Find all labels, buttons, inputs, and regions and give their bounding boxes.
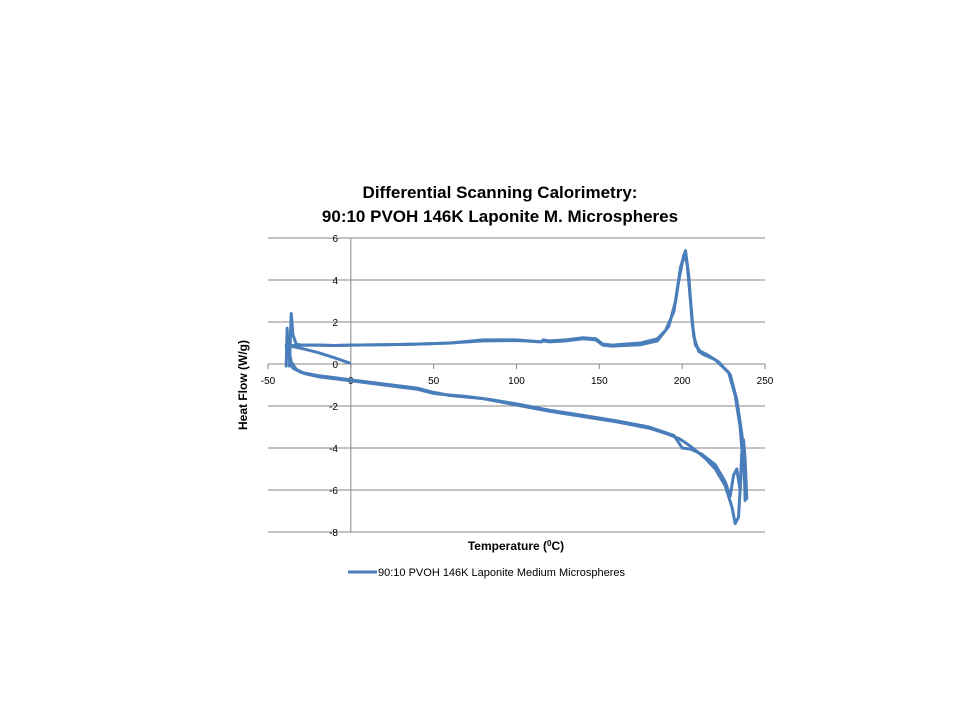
y-tick-labels: 6 4 2 0 -2 -4 -6 -8: [329, 234, 338, 539]
y-tick-label: 6: [332, 234, 338, 245]
x-tick-label: 250: [757, 376, 774, 387]
legend: 90:10 PVOH 146K Laponite Medium Microsph…: [348, 567, 626, 579]
x-tick-label: -50: [261, 376, 276, 387]
x-tick-label: 50: [428, 376, 440, 387]
y-tick-label: 0: [332, 360, 338, 371]
x-tick-label: 200: [674, 376, 691, 387]
y-tick-label: 4: [332, 276, 338, 287]
y-tick-label: -4: [329, 444, 338, 455]
axes: [267, 238, 766, 532]
chart-title-line-1: Differential Scanning Calorimetry:: [363, 183, 638, 202]
y-tick-label: -6: [329, 486, 338, 497]
y-axis-title: Heat Flow (W/g): [236, 340, 250, 430]
series-line-heating-2: [288, 249, 747, 475]
legend-label: 90:10 PVOH 146K Laponite Medium Microsph…: [378, 567, 626, 579]
chart-title: Differential Scanning Calorimetry: 90:10…: [322, 183, 678, 226]
y-tick-label: -8: [329, 528, 338, 539]
y-tick-label: 2: [332, 318, 338, 329]
series-lines: [284, 249, 749, 526]
series-line-cooling-2: [284, 345, 749, 526]
series-line-cooling-1: [284, 343, 351, 365]
chart-title-line-2: 90:10 PVOH 146K Laponite M. Microspheres: [322, 207, 678, 226]
series-line-cooling-3: [286, 343, 747, 502]
x-axis-title: Temperature (0C): [468, 539, 564, 554]
x-tick-label: 150: [591, 376, 608, 387]
y-tick-label: -2: [329, 402, 338, 413]
x-tick-label: 100: [508, 376, 525, 387]
